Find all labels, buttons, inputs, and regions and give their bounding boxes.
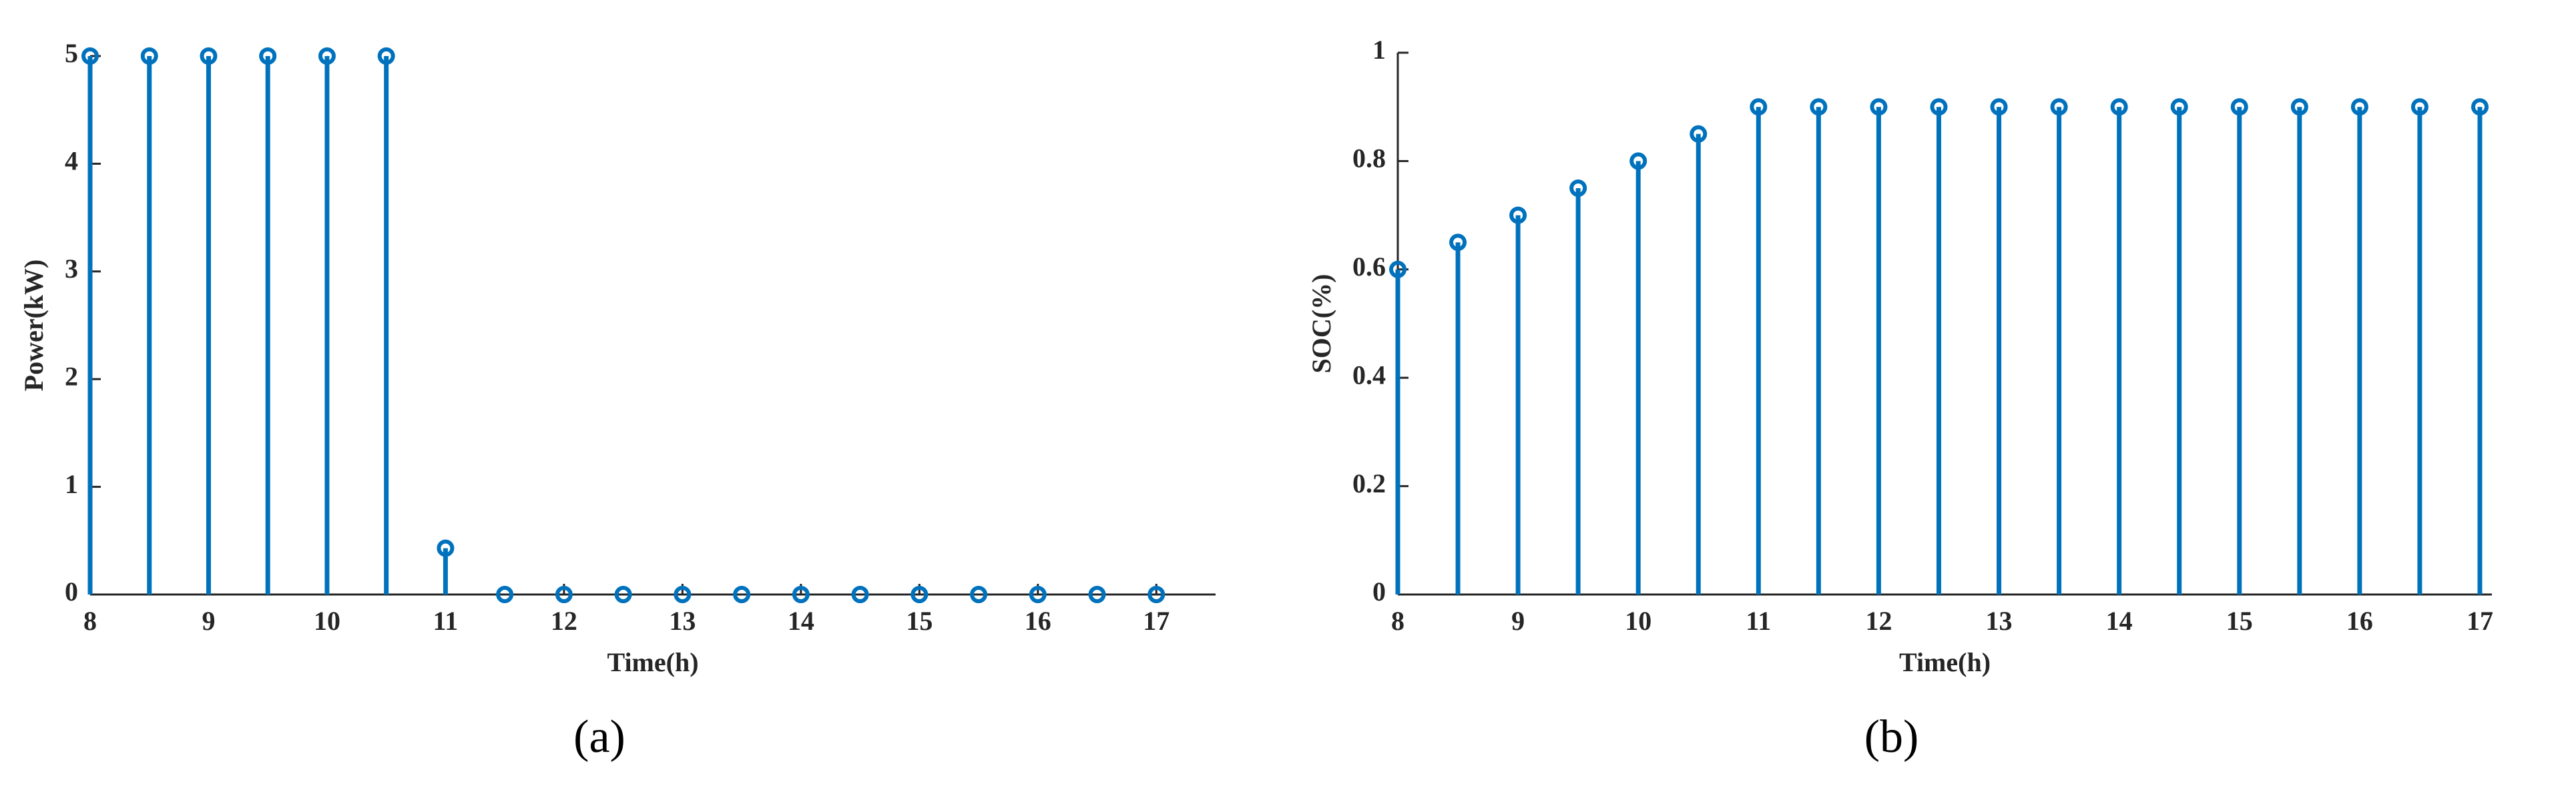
stem-marker: [377, 47, 395, 65]
y-tick-label: 3: [65, 254, 78, 284]
x-tick-label: 17: [1143, 606, 1170, 636]
stem-marker: [1690, 125, 1708, 143]
x-tick-label: 10: [1625, 606, 1651, 636]
stem-marker: [2471, 98, 2489, 116]
caption: (b): [1864, 711, 1919, 763]
stem-marker: [1569, 179, 1587, 197]
stem-marker: [851, 586, 869, 603]
x-axis-label: Time(h): [1899, 647, 1991, 677]
x-axis-label: Time(h): [607, 647, 698, 677]
x-tick-label: 14: [2106, 606, 2133, 636]
x-tick-label: 13: [1986, 606, 2013, 636]
x-tick-label: 11: [1746, 606, 1771, 636]
x-tick-label: 10: [314, 606, 340, 636]
y-tick-label: 1: [1372, 35, 1386, 65]
x-tick-label: 8: [1391, 606, 1404, 636]
y-tick-label: 0.8: [1352, 143, 1386, 173]
y-tick-label: 2: [65, 361, 78, 391]
x-tick-label: 8: [83, 606, 97, 636]
stem-marker: [2410, 98, 2428, 116]
stem-marker: [2110, 98, 2128, 116]
stem-marker: [1629, 152, 1647, 170]
stem-marker: [674, 586, 692, 603]
y-tick-label: 0: [1372, 576, 1386, 607]
stem-marker: [555, 586, 573, 603]
x-tick-label: 9: [1511, 606, 1525, 636]
stem-marker: [1930, 98, 1948, 116]
y-axis-label: SOC(%): [1306, 274, 1336, 374]
stem-marker: [140, 47, 158, 65]
x-tick-label: 16: [1025, 606, 1051, 636]
x-tick-label: 15: [906, 606, 933, 636]
stem-marker: [1029, 586, 1047, 603]
y-axis-label: Power(kW): [19, 260, 49, 392]
x-tick-label: 13: [669, 606, 696, 636]
stem-marker: [437, 539, 455, 557]
y-tick-label: 0: [65, 576, 78, 607]
x-tick-label: 17: [2467, 606, 2493, 636]
y-tick-label: 4: [65, 146, 78, 176]
stem-marker: [1990, 98, 2008, 116]
stem-marker: [1810, 98, 1828, 116]
stem-marker: [318, 47, 336, 65]
x-tick-label: 14: [788, 606, 814, 636]
stem-marker: [970, 586, 988, 603]
x-tick-label: 11: [433, 606, 459, 636]
stem-marker: [496, 586, 514, 603]
stem-marker: [2230, 98, 2248, 116]
stem-marker: [733, 586, 751, 603]
stem-marker: [614, 586, 632, 603]
y-tick-label: 0.6: [1352, 252, 1386, 282]
stem-marker: [2050, 98, 2068, 116]
y-tick-label: 0.2: [1352, 468, 1386, 498]
y-tick-label: 1: [65, 469, 78, 499]
stem-marker: [1449, 234, 1467, 252]
x-tick-label: 16: [2346, 606, 2373, 636]
x-tick-label: 12: [551, 606, 577, 636]
stem-marker: [911, 586, 929, 603]
stem-marker: [792, 586, 810, 603]
stem-marker: [1088, 586, 1106, 603]
y-tick-label: 5: [65, 38, 78, 68]
y-tick-label: 0.4: [1352, 360, 1386, 390]
caption: (a): [573, 711, 625, 763]
stem-marker: [259, 47, 277, 65]
stem-marker: [1870, 98, 1888, 116]
stem-marker: [1147, 586, 1166, 603]
stem-marker: [200, 47, 218, 65]
x-tick-label: 9: [202, 606, 215, 636]
x-tick-label: 12: [1865, 606, 1892, 636]
stem-marker: [2290, 98, 2308, 116]
stem-marker: [2350, 98, 2368, 116]
stem-marker: [1750, 98, 1768, 116]
stem-marker: [2170, 98, 2188, 116]
x-tick-label: 15: [2226, 606, 2253, 636]
stem-marker: [81, 47, 99, 65]
stem-marker: [1509, 206, 1527, 224]
stem-marker: [1389, 260, 1406, 278]
